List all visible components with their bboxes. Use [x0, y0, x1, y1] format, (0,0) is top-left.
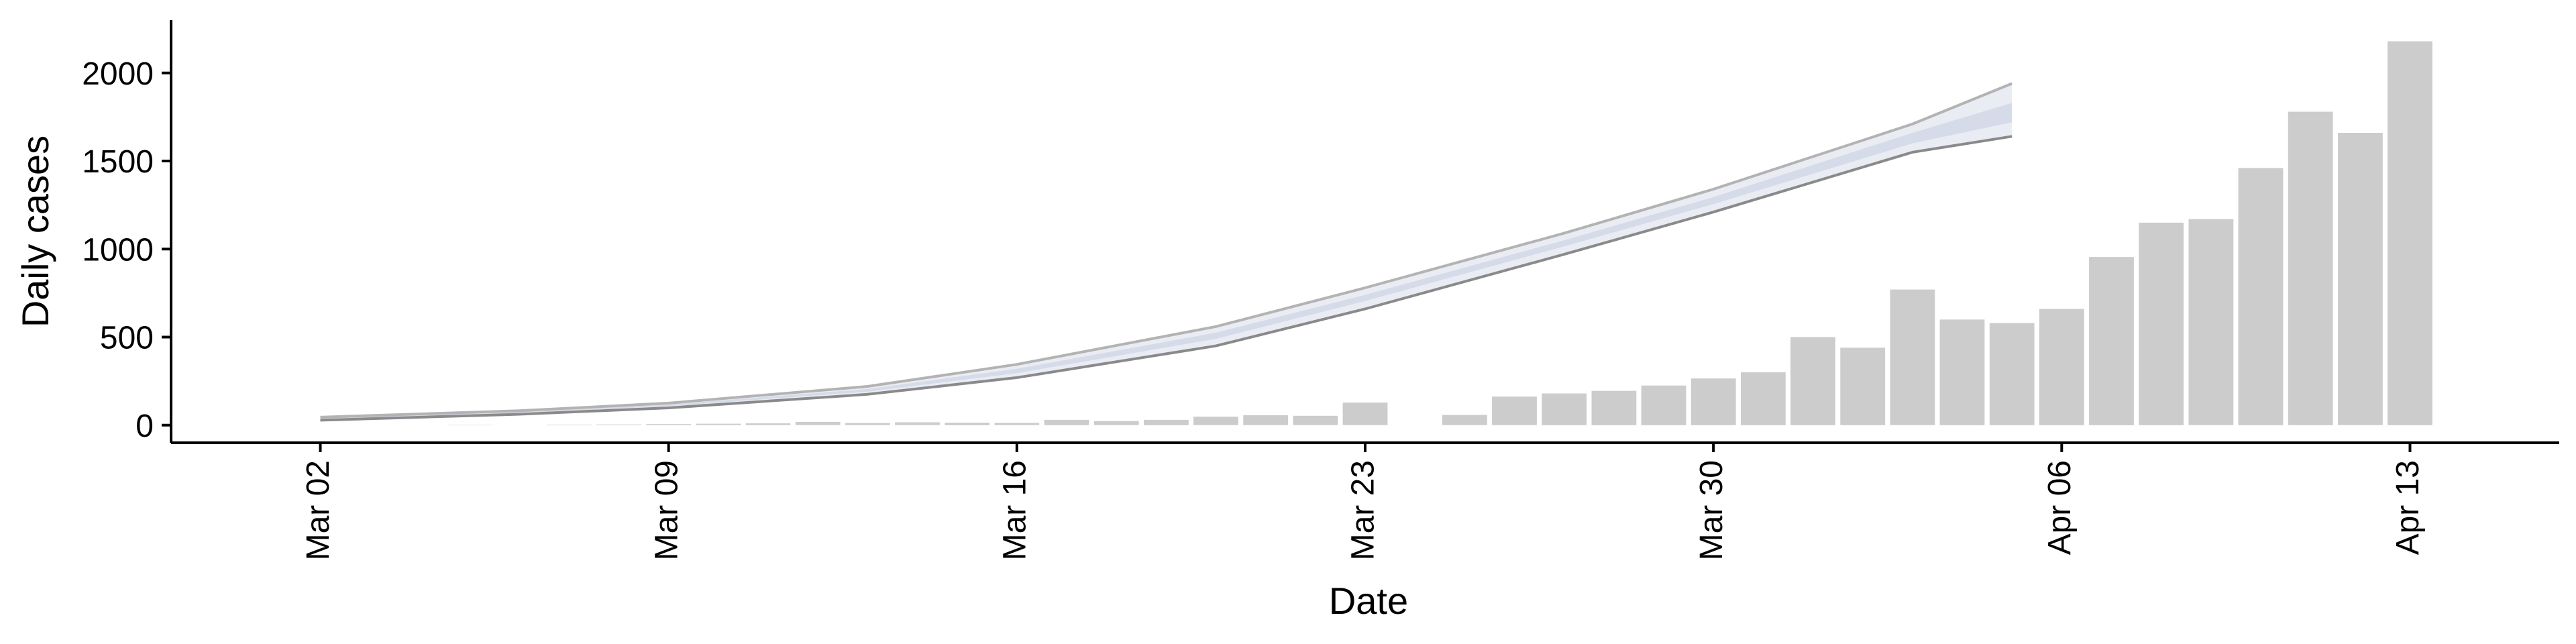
bar	[696, 423, 741, 425]
x-tick-label: Mar 09	[649, 460, 684, 560]
bar	[1840, 347, 1886, 425]
bar	[1342, 402, 1388, 425]
bar	[994, 423, 1040, 425]
bar	[2139, 222, 2184, 425]
bar	[2338, 133, 2383, 425]
y-tick-label: 1000	[82, 232, 154, 268]
bar	[2089, 257, 2134, 425]
bar	[1890, 289, 1935, 425]
bar	[745, 423, 791, 425]
bar	[1741, 372, 1786, 425]
bar	[1093, 421, 1139, 425]
bar	[1641, 385, 1686, 425]
bar	[1591, 390, 1637, 425]
bar	[1193, 417, 1238, 425]
bar	[1939, 319, 1985, 425]
bar	[2039, 309, 2084, 425]
x-tick-label: Mar 23	[1346, 460, 1381, 560]
bar	[1790, 337, 1835, 425]
y-tick-label: 0	[136, 409, 154, 444]
y-tick-label: 500	[100, 321, 154, 356]
forecast-band-inner	[320, 103, 2012, 419]
bar	[2387, 41, 2432, 425]
bar	[2288, 111, 2333, 425]
bar	[646, 424, 692, 425]
x-tick-label: Mar 30	[1694, 460, 1729, 560]
y-tick-label: 2000	[82, 56, 154, 92]
bar	[1044, 419, 1089, 425]
axis-layer: 0 500 1000 1500 2000 Mar 02 Mar 09 Mar 16 Mar 23…	[82, 20, 2559, 560]
bar	[1144, 419, 1189, 425]
bar	[845, 423, 890, 425]
x-axis-title: Date	[1329, 580, 1408, 622]
bar-layer	[447, 41, 2432, 425]
bar	[1442, 415, 1487, 425]
x-tick-label: Mar 16	[998, 460, 1033, 560]
x-tick-label: Apr 13	[2390, 460, 2426, 555]
bar	[1690, 378, 1736, 425]
y-axis-title: Daily cases	[14, 136, 56, 327]
bar	[895, 422, 940, 425]
bar	[945, 423, 990, 425]
forecast-upper-line	[320, 82, 2012, 419]
bar	[1293, 415, 1338, 425]
x-tick-label: Apr 06	[2042, 460, 2078, 555]
x-tick-label: Mar 02	[301, 460, 336, 560]
bar	[1542, 393, 1587, 425]
forecast-lower-line	[320, 135, 2012, 422]
bar	[1243, 415, 1289, 425]
y-tick-label: 1500	[82, 144, 154, 180]
bar	[1989, 323, 2035, 425]
bar	[2188, 219, 2234, 425]
bar	[2238, 168, 2284, 425]
bar	[795, 422, 841, 425]
bar	[1492, 396, 1537, 425]
forecast-band-outer	[320, 83, 2012, 421]
forecast-band-layer	[320, 82, 2012, 422]
